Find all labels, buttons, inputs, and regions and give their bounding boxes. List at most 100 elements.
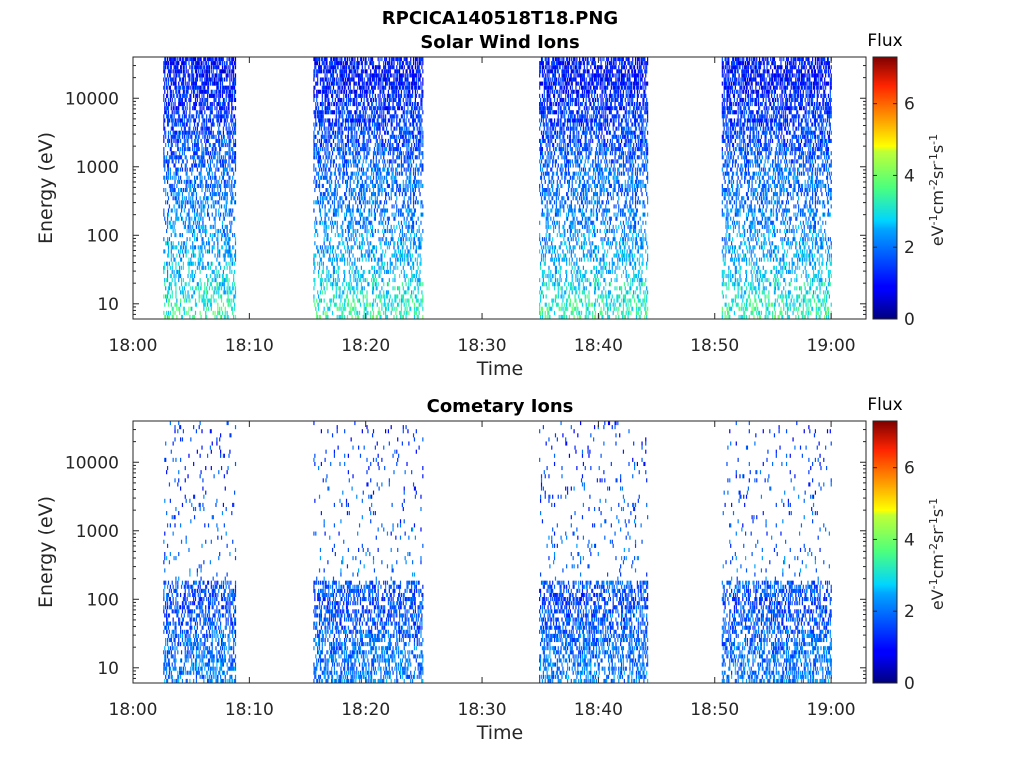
flux-cell bbox=[404, 73, 406, 78]
flux-cell bbox=[316, 179, 318, 184]
flux-cell bbox=[363, 138, 365, 143]
flux-cell bbox=[221, 175, 224, 180]
flux-cell bbox=[176, 130, 178, 135]
flux-cell bbox=[405, 224, 407, 229]
flux-cell bbox=[183, 126, 185, 131]
flux-cell bbox=[341, 147, 343, 152]
flux-cell bbox=[202, 81, 204, 86]
flux-cell bbox=[398, 106, 400, 111]
flux-cell bbox=[180, 167, 182, 172]
flux-cell bbox=[384, 200, 386, 205]
flux-cell bbox=[344, 159, 346, 164]
flux-cell bbox=[340, 65, 342, 70]
flux-cell bbox=[229, 175, 231, 180]
flux-cell bbox=[216, 273, 218, 279]
flux-cell bbox=[200, 65, 202, 70]
flux-cell bbox=[389, 73, 391, 78]
flux-cell bbox=[194, 57, 197, 62]
flux-cell bbox=[177, 110, 179, 115]
flux-cell bbox=[206, 167, 208, 172]
flux-cell bbox=[187, 298, 189, 303]
flux-cell bbox=[167, 81, 170, 86]
flux-cell bbox=[197, 57, 199, 62]
flux-cell bbox=[230, 228, 232, 234]
flux-cell bbox=[205, 179, 207, 184]
flux-cell bbox=[197, 69, 199, 74]
flux-cell bbox=[179, 102, 181, 107]
flux-cell bbox=[224, 241, 226, 246]
flux-cell bbox=[185, 253, 187, 258]
flux-cell bbox=[366, 183, 368, 188]
flux-cell bbox=[179, 114, 181, 119]
flux-cell bbox=[192, 57, 194, 62]
flux-cell bbox=[389, 114, 391, 119]
flux-cell bbox=[341, 69, 343, 74]
flux-cell bbox=[183, 310, 185, 315]
flux-cell bbox=[200, 204, 202, 209]
flux-cell bbox=[185, 282, 187, 287]
flux-cell bbox=[185, 65, 187, 70]
flux-cell bbox=[226, 151, 228, 156]
flux-cell bbox=[331, 224, 333, 229]
flux-cell bbox=[188, 269, 190, 274]
flux-cell bbox=[207, 61, 210, 66]
flux-cell bbox=[339, 73, 341, 78]
flux-cell bbox=[395, 257, 397, 262]
flux-cell bbox=[372, 106, 375, 111]
flux-cell bbox=[167, 69, 170, 74]
flux-cell bbox=[177, 142, 179, 148]
flux-cell bbox=[324, 278, 326, 283]
flux-cell bbox=[163, 159, 165, 164]
flux-cell bbox=[231, 85, 233, 90]
flux-cell bbox=[386, 93, 389, 98]
flux-cell bbox=[378, 310, 380, 315]
flux-cell bbox=[178, 167, 180, 172]
flux-cell bbox=[166, 298, 168, 303]
flux-cell bbox=[188, 216, 190, 221]
flux-cell bbox=[201, 151, 203, 156]
flux-cell bbox=[318, 183, 321, 188]
flux-cell bbox=[228, 93, 230, 98]
flux-cell bbox=[212, 147, 214, 152]
flux-cell bbox=[220, 245, 223, 250]
flux-cell bbox=[229, 97, 231, 103]
flux-cell bbox=[194, 118, 197, 123]
flux-cell bbox=[316, 61, 318, 66]
flux-cell bbox=[319, 114, 322, 119]
flux-cell bbox=[321, 269, 323, 274]
flux-cell bbox=[386, 106, 389, 111]
flux-cell bbox=[166, 273, 169, 279]
flux-cell bbox=[400, 167, 403, 172]
flux-cell bbox=[323, 81, 325, 86]
flux-cell bbox=[357, 122, 359, 127]
flux-cell bbox=[332, 298, 335, 303]
flux-cell bbox=[223, 286, 225, 291]
flux-cell bbox=[341, 310, 343, 315]
flux-cell bbox=[179, 306, 181, 311]
flux-cell bbox=[224, 192, 226, 197]
flux-cell bbox=[363, 188, 365, 193]
flux-cell bbox=[220, 159, 222, 164]
flux-cell bbox=[315, 216, 317, 221]
flux-cell bbox=[179, 69, 181, 74]
flux-cell bbox=[163, 85, 165, 90]
flux-cell bbox=[333, 294, 336, 299]
flux-cell bbox=[210, 69, 212, 74]
flux-cell bbox=[353, 61, 355, 66]
flux-cell bbox=[320, 122, 322, 127]
flux-cell bbox=[201, 179, 203, 184]
flux-cell bbox=[328, 102, 330, 107]
flux-cell bbox=[353, 228, 355, 234]
flux-cell bbox=[354, 118, 356, 123]
flux-cell bbox=[220, 265, 222, 270]
flux-cell bbox=[207, 69, 209, 74]
flux-cell bbox=[229, 142, 231, 148]
flux-cell bbox=[357, 278, 359, 283]
flux-cell bbox=[351, 175, 353, 180]
flux-cell bbox=[175, 151, 177, 156]
flux-cell bbox=[180, 245, 183, 250]
flux-cell bbox=[341, 57, 343, 62]
flux-cell bbox=[381, 302, 383, 307]
flux-cell bbox=[388, 106, 390, 111]
flux-cell bbox=[371, 73, 374, 78]
